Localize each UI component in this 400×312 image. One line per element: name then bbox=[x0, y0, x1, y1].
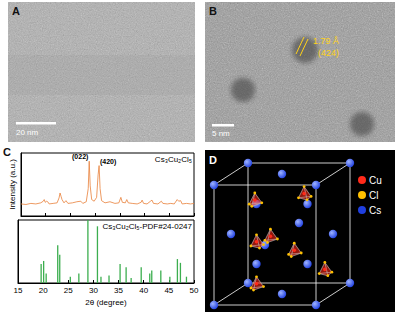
svg-text:50: 50 bbox=[190, 286, 199, 295]
svg-text:Cs₃Cu₂Cl₅-PDF#24-0247: Cs₃Cu₂Cl₅-PDF#24-0247 bbox=[102, 222, 192, 231]
svg-text:Intensity (a.u.): Intensity (a.u.) bbox=[8, 159, 17, 210]
svg-text:1.79 Å: 1.79 Å bbox=[313, 36, 339, 46]
svg-text:20 nm: 20 nm bbox=[16, 128, 39, 137]
svg-text:Cs: Cs bbox=[369, 205, 381, 216]
svg-text:45: 45 bbox=[164, 286, 173, 295]
svg-text:5 nm: 5 nm bbox=[212, 129, 230, 138]
svg-text:15: 15 bbox=[14, 286, 23, 295]
svg-text:(420): (420) bbox=[100, 158, 116, 166]
svg-text:C: C bbox=[3, 146, 11, 158]
svg-text:Cl: Cl bbox=[369, 190, 378, 201]
svg-text:35: 35 bbox=[114, 286, 123, 295]
svg-text:25: 25 bbox=[64, 286, 73, 295]
svg-text:D: D bbox=[209, 154, 217, 166]
svg-text:20: 20 bbox=[39, 286, 48, 295]
svg-text:Cs₃Cu₂Cl₅: Cs₃Cu₂Cl₅ bbox=[155, 155, 192, 164]
svg-text:2θ (degree): 2θ (degree) bbox=[85, 298, 127, 307]
svg-text:B: B bbox=[209, 5, 217, 17]
svg-text:A: A bbox=[12, 5, 20, 17]
svg-text:Cu: Cu bbox=[369, 175, 382, 186]
svg-text:(022): (022) bbox=[72, 153, 88, 161]
svg-text:40: 40 bbox=[139, 286, 148, 295]
svg-text:30: 30 bbox=[89, 286, 98, 295]
svg-text:(424): (424) bbox=[318, 48, 339, 58]
